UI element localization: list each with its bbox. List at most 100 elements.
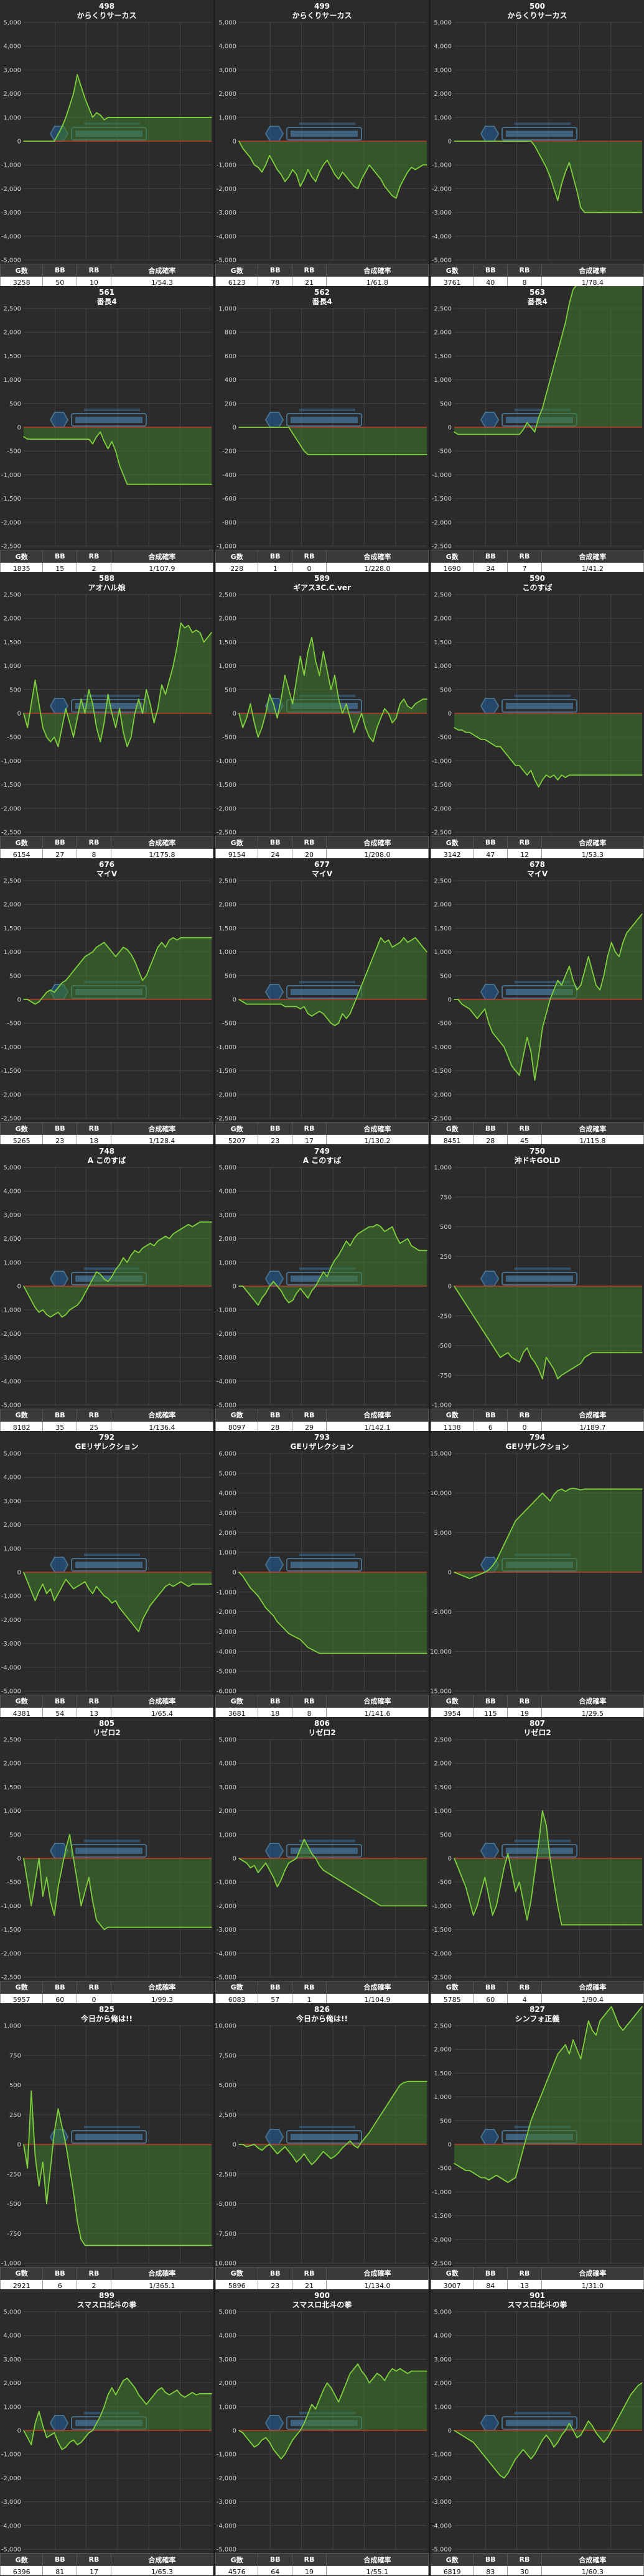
data-point	[73, 737, 74, 738]
data-point	[457, 434, 459, 435]
data-point	[407, 2373, 408, 2374]
data-point	[292, 433, 294, 434]
data-point	[200, 484, 201, 485]
y-tick-label: -15,000	[431, 1688, 452, 1695]
data-point	[307, 651, 309, 652]
y-tick-label: 5,000	[434, 2309, 452, 2316]
data-point	[569, 162, 570, 164]
y-tick-label: -2,500	[432, 1116, 452, 1123]
data-point	[526, 1919, 528, 1920]
data-point	[350, 718, 351, 719]
stats-games: 6396	[1, 2566, 43, 2576]
data-point	[622, 942, 623, 943]
data-point	[69, 105, 70, 106]
data-point	[246, 2146, 248, 2147]
stats-bb: 50	[43, 277, 77, 287]
y-tick-label: 500	[440, 2118, 452, 2124]
stats-header: 合成確率	[326, 1981, 428, 1993]
stats-bb: 28	[474, 1135, 508, 1146]
stats-bb: 35	[43, 1421, 77, 1432]
machine-number: 900	[215, 2289, 429, 2300]
data-point	[373, 1652, 374, 1654]
data-point	[565, 2044, 566, 2046]
data-point	[618, 1488, 620, 1490]
data-point	[134, 2245, 136, 2246]
y-tick-label: 2,500	[3, 1736, 21, 1743]
data-point	[357, 723, 358, 724]
data-point	[407, 1905, 408, 1906]
data-point	[384, 2380, 385, 2381]
data-point	[196, 1927, 197, 1928]
data-point	[508, 1536, 509, 1537]
data-point	[92, 952, 93, 953]
stats-header: BB	[258, 1981, 292, 1993]
stats-header: 合成確率	[111, 2267, 213, 2279]
data-point	[477, 2447, 478, 2448]
data-point	[62, 126, 63, 127]
data-point	[65, 1848, 67, 1850]
data-point	[246, 718, 248, 719]
data-point	[192, 2392, 193, 2393]
data-point	[454, 1858, 455, 1859]
data-point	[173, 1586, 174, 1587]
data-point	[473, 1315, 474, 1317]
data-point	[569, 1924, 570, 1925]
stats-header: BB	[43, 1409, 77, 1421]
y-tick-label: 3,000	[218, 2356, 236, 2363]
stats-header: 合成確率	[326, 264, 428, 277]
data-point	[553, 2063, 554, 2064]
data-point	[630, 2394, 632, 2396]
data-point	[511, 141, 513, 142]
data-point	[342, 2147, 343, 2149]
stats-header: RB	[508, 1409, 542, 1421]
data-point	[638, 919, 639, 920]
data-point	[373, 957, 374, 958]
data-point	[488, 434, 490, 435]
y-tick-label: -1,500	[1, 1927, 21, 1934]
data-point	[242, 2432, 243, 2434]
machine-number: 748	[0, 1145, 213, 1156]
data-point	[281, 1290, 282, 1291]
data-point	[173, 484, 174, 485]
data-point	[538, 1368, 539, 1369]
data-point	[50, 1901, 51, 1902]
data-point	[31, 2444, 32, 2445]
data-point	[426, 952, 427, 953]
data-point	[277, 2153, 278, 2154]
data-point	[277, 2453, 278, 2455]
data-point	[334, 1026, 335, 1027]
series-area	[239, 427, 427, 455]
data-point	[538, 1496, 539, 1498]
data-point	[384, 1231, 385, 1232]
data-point	[327, 1872, 328, 1873]
data-point	[238, 999, 240, 1001]
data-point	[311, 1290, 312, 1291]
data-point	[369, 454, 370, 455]
data-point	[380, 937, 381, 938]
data-point	[411, 454, 413, 455]
data-point	[534, 432, 536, 433]
data-point	[399, 186, 401, 187]
y-tick-label: 10,000	[431, 1490, 452, 1497]
data-point	[462, 1297, 463, 1299]
data-point	[108, 448, 109, 450]
data-point	[422, 454, 424, 455]
stats-games: 5265	[1, 1135, 43, 1146]
data-point	[477, 1905, 478, 1906]
stats-bb: 23	[258, 1135, 292, 1146]
y-tick-label: 1,000	[434, 2094, 452, 2101]
stats-games: 3681	[216, 1707, 258, 1718]
data-point	[154, 723, 155, 724]
stats-header: G数	[216, 1123, 258, 1135]
y-tick-label: -1,000	[1, 1044, 21, 1051]
data-point	[338, 2401, 339, 2402]
